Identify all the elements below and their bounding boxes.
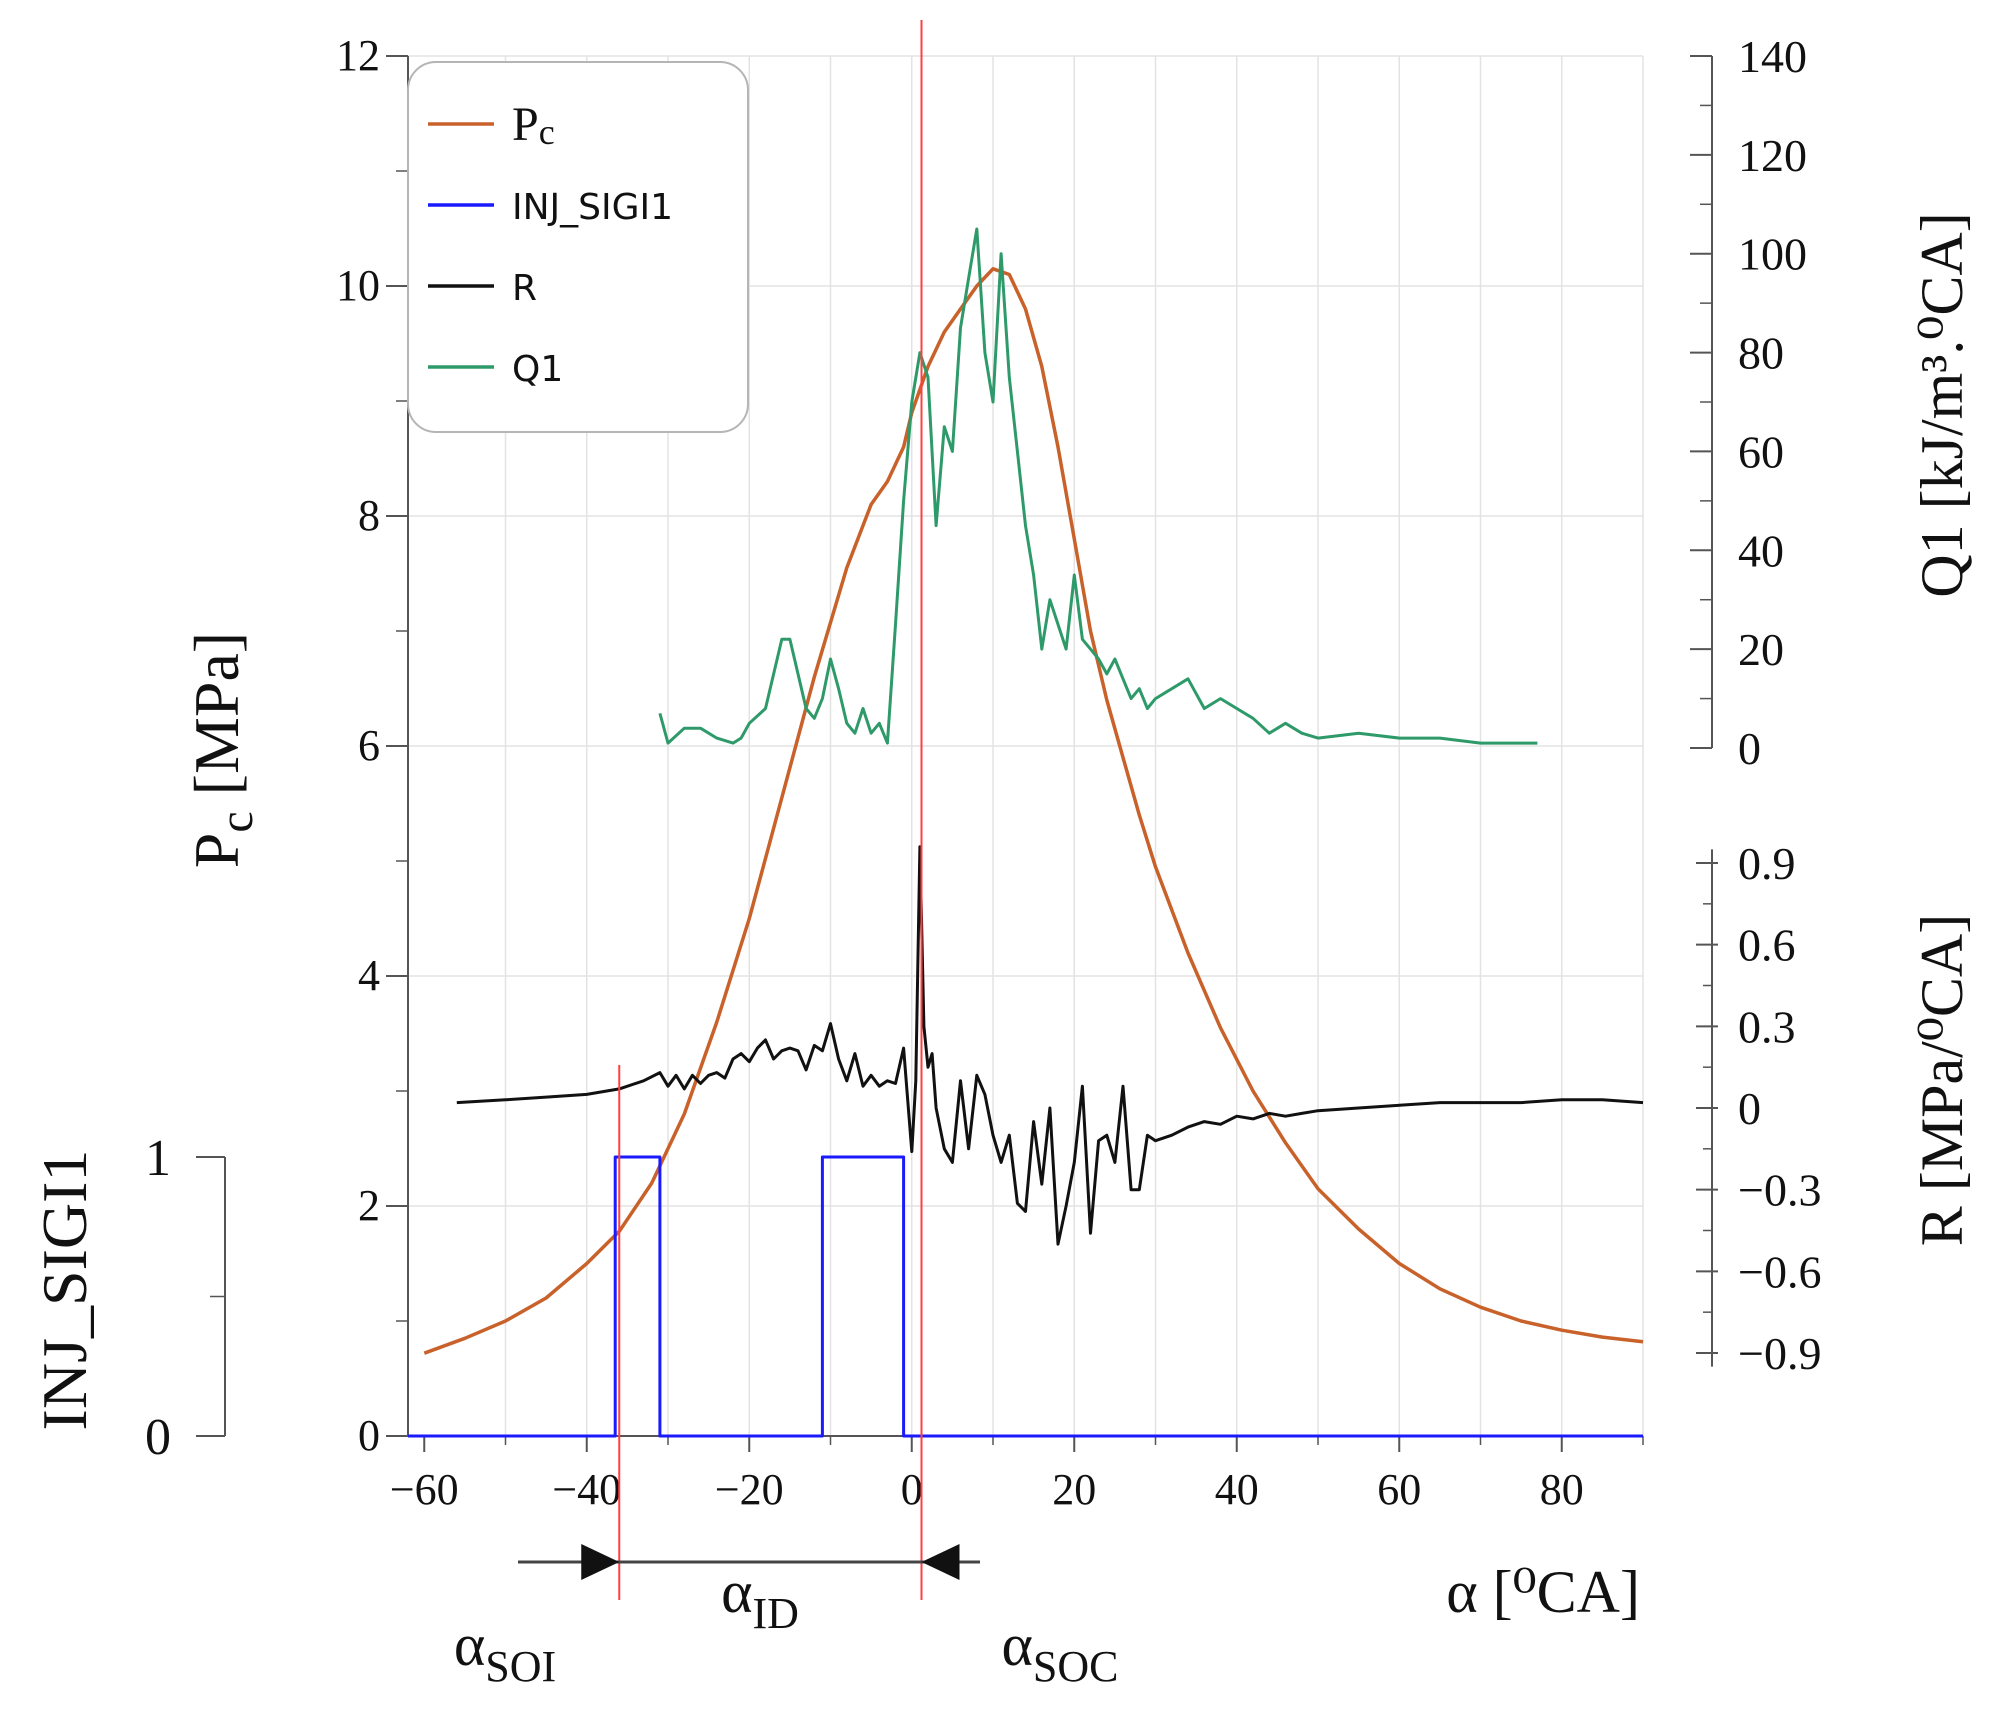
q1-tick-label: 100: [1738, 229, 1807, 280]
pc-tick-label: 2: [358, 1181, 380, 1230]
x-axis-title: α [⁰CA]: [1446, 1559, 1640, 1625]
x-tick-label: 80: [1540, 1465, 1584, 1514]
r-tick-label: 0.6: [1738, 920, 1796, 971]
series-line-r: [456, 845, 1644, 1246]
pc-tick-label: 6: [358, 721, 380, 770]
pc-tick-label: 4: [358, 951, 380, 1000]
q1-tick-label: 40: [1738, 525, 1784, 576]
x-tick-label: 0: [901, 1465, 923, 1514]
x-tick-label: 20: [1052, 1465, 1096, 1514]
pc-tick-label: 0: [358, 1411, 380, 1460]
pc-tick-label: 8: [358, 491, 380, 540]
inj-axis-title: INJ_SIGI1: [29, 1150, 100, 1431]
x-tick-label: −40: [552, 1465, 621, 1514]
series-line-pc: [423, 267, 1644, 1355]
legend-label-pc: Pc: [512, 98, 555, 152]
series-line-q1: [658, 227, 1538, 745]
q1-tick-label: 20: [1738, 624, 1784, 675]
alpha-id-label: αID: [721, 1559, 799, 1638]
r-tick-label: 0: [1738, 1083, 1761, 1134]
x-tick-label: −60: [390, 1465, 459, 1514]
r-tick-label: 0.9: [1738, 838, 1796, 889]
legend-box: [407, 61, 749, 433]
r-axis-title: R [MPa/⁰CA]: [1909, 914, 1975, 1246]
legend-label-inj: INJ_SIGI1: [512, 187, 673, 228]
x-tick-label: 60: [1377, 1465, 1421, 1514]
series-line-inj-sigi1: [408, 1155, 1643, 1438]
event-markers: αSOI αID αSOC: [454, 20, 1119, 1691]
q1-tick-label: 140: [1738, 31, 1807, 82]
legend-label-r: R: [512, 268, 537, 309]
legend: Pc INJ_SIGI1 R Q1: [407, 61, 749, 433]
pc-tick-label: 12: [336, 31, 380, 80]
inj-tick-label: 0: [145, 1409, 171, 1466]
q1-tick-label: 60: [1738, 426, 1784, 477]
axis-labels: Pc [MPa] INJ_SIGI1 Q1 [kJ/m³.⁰CA] R [MPa/⁰C…: [29, 212, 1975, 1625]
q1-axis-title: Q1 [kJ/m³.⁰CA]: [1909, 212, 1975, 597]
r-tick-label: −0.3: [1738, 1165, 1821, 1216]
soi-arrow-head: [581, 1544, 620, 1580]
alpha-soi-label: αSOI: [454, 1612, 556, 1691]
pc-tick-label: 10: [336, 261, 380, 310]
q1-tick-label: 120: [1738, 130, 1807, 181]
x-tick-label: −20: [715, 1465, 784, 1514]
inj-tick-label: 1: [145, 1130, 171, 1187]
pc-axis-title: Pc [MPa]: [181, 632, 263, 868]
data-series: [408, 227, 1644, 1438]
q1-tick-label: 0: [1738, 723, 1761, 774]
legend-label-q1: Q1: [512, 349, 563, 390]
r-tick-label: 0.3: [1738, 1001, 1796, 1052]
x-tick-label: 40: [1215, 1465, 1259, 1514]
r-tick-label: −0.9: [1738, 1328, 1821, 1379]
q1-tick-label: 80: [1738, 328, 1784, 379]
r-tick-label: −0.6: [1738, 1246, 1821, 1297]
alpha-soc-label: αSOC: [1001, 1612, 1118, 1691]
soc-arrow-head: [921, 1544, 960, 1580]
grid: [408, 55, 1644, 1436]
